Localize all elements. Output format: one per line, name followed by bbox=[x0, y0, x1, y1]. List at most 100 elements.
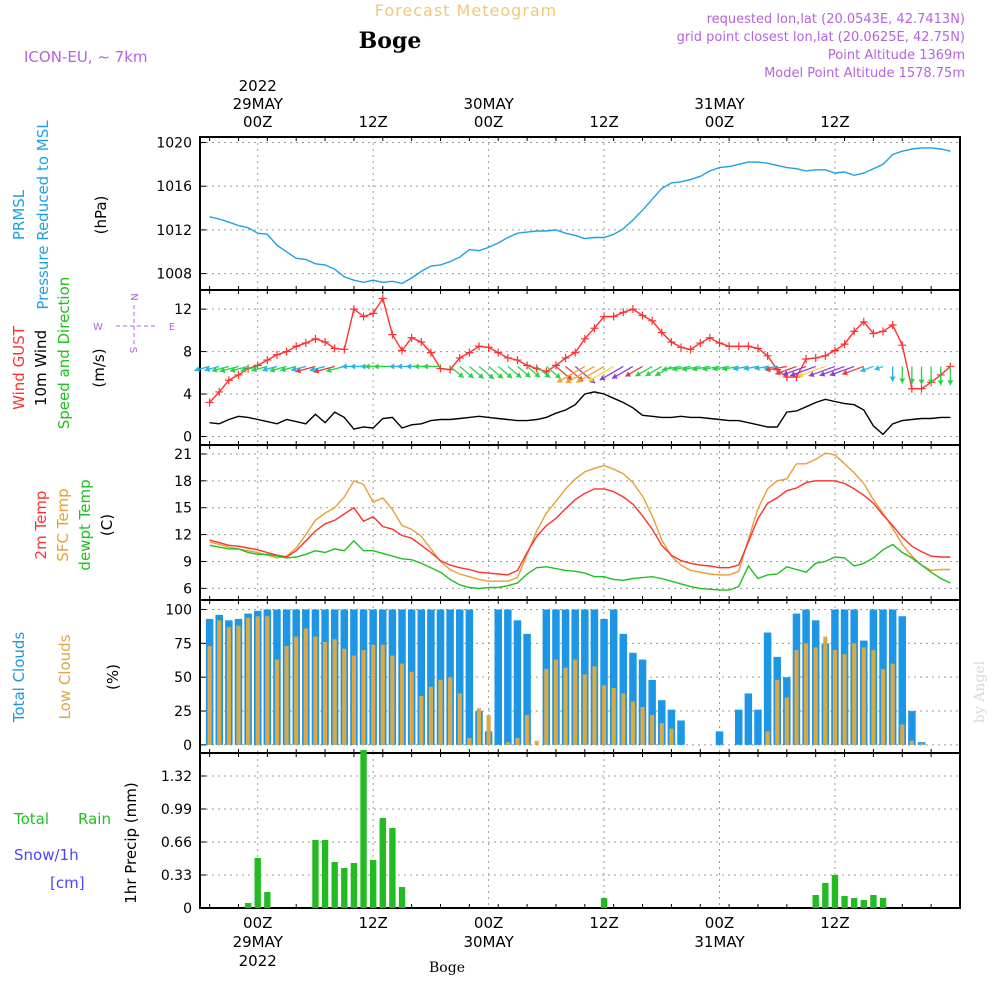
rain-bar bbox=[254, 858, 261, 908]
wind-arrow-head bbox=[280, 366, 286, 373]
wind-arrow-head bbox=[467, 372, 474, 379]
wind-arrow-head bbox=[782, 370, 789, 377]
low-cloud-bar bbox=[601, 685, 607, 745]
low-cloud-bar bbox=[255, 616, 260, 745]
gust-marker bbox=[474, 342, 483, 351]
bottom-hour-label: 00Z bbox=[705, 914, 734, 932]
compass-north: N bbox=[128, 293, 139, 300]
wind-arrow-head bbox=[524, 371, 531, 378]
wind-arrow-head bbox=[229, 367, 236, 373]
low-cloud-bar bbox=[775, 679, 780, 745]
total-cloud-bar bbox=[465, 609, 474, 745]
compass-south: S bbox=[127, 347, 138, 353]
low-cloud-bar bbox=[246, 617, 251, 745]
gust-marker bbox=[879, 327, 888, 336]
total-label: Total bbox=[13, 810, 49, 828]
pressure-tick-label: 1012 bbox=[156, 223, 192, 239]
gust-marker bbox=[917, 384, 926, 393]
wind-arrow-head bbox=[808, 371, 815, 378]
wind-arrow-head bbox=[743, 365, 750, 372]
wind-unit-label: (m/s) bbox=[90, 348, 108, 387]
gust-marker bbox=[590, 324, 599, 333]
wind-arrow-head bbox=[364, 363, 370, 370]
low-cloud-bar bbox=[534, 740, 539, 745]
wind-arrow-head bbox=[295, 367, 302, 374]
wind-speed-line bbox=[209, 391, 951, 436]
rain-bar bbox=[812, 895, 819, 908]
wind-arrow bbox=[576, 365, 605, 384]
gust-marker bbox=[311, 334, 320, 343]
low-cloud-bar bbox=[823, 636, 828, 745]
total-cloud-bar bbox=[638, 659, 647, 745]
gust-marker bbox=[888, 321, 897, 330]
gust-marker bbox=[869, 329, 878, 338]
gust-marker bbox=[407, 333, 416, 342]
gust-marker bbox=[215, 387, 224, 396]
wind-arrow-head bbox=[712, 365, 718, 372]
panels: 1008101210161020048126912151821025507510… bbox=[156, 135, 961, 917]
wind-arrow-head bbox=[819, 371, 826, 377]
gust-marker bbox=[600, 312, 609, 321]
wind-arrow-head bbox=[341, 363, 347, 370]
rain-bar bbox=[860, 900, 867, 908]
gust-marker bbox=[349, 305, 358, 314]
total-cloud-bar bbox=[667, 709, 676, 745]
low-cloud-bar bbox=[832, 650, 838, 745]
top-date-label: 31MAY bbox=[694, 95, 745, 113]
wind-arrow-head bbox=[478, 373, 484, 379]
product-title: Forecast Meteogram bbox=[375, 1, 557, 20]
wind-arrow-head bbox=[565, 377, 572, 384]
wind-arrow-head bbox=[269, 366, 276, 373]
bottom-year-label: 2022 bbox=[239, 952, 277, 970]
rain-bar bbox=[312, 840, 319, 908]
temp-tick-label: 18 bbox=[174, 474, 192, 490]
rain-bar bbox=[379, 818, 386, 908]
rain-bar bbox=[369, 860, 377, 908]
precip-axis-label: 1hr Precip (mm) bbox=[122, 782, 140, 903]
gust-marker bbox=[677, 343, 686, 352]
low-cloud-bar bbox=[640, 706, 645, 745]
low-cloud-bar bbox=[813, 647, 818, 745]
prmsl-label: PRMSL bbox=[10, 189, 28, 240]
sfc-temp-line bbox=[209, 452, 951, 582]
low-cloud-bar bbox=[313, 636, 318, 745]
low-cloud-bar bbox=[794, 650, 799, 745]
temp-2m-line bbox=[209, 480, 951, 576]
low-cloud-bar bbox=[294, 636, 299, 745]
rain-bar bbox=[331, 862, 338, 908]
precip-tick-label: 0.99 bbox=[161, 802, 192, 818]
gust-marker bbox=[580, 334, 589, 343]
rain-bar bbox=[321, 840, 329, 908]
rain-bar bbox=[264, 892, 271, 908]
wind-arrow-head bbox=[576, 377, 583, 383]
wind-arrow-head bbox=[937, 380, 944, 386]
bottom-hour-label: 12Z bbox=[358, 914, 387, 932]
top-hour-label: 00Z bbox=[474, 113, 503, 131]
wind-arrow bbox=[556, 365, 586, 384]
top-hour-label: 12Z bbox=[589, 113, 618, 131]
temp-sfc-label: SFC Temp bbox=[54, 488, 72, 561]
low-cloud-bar bbox=[650, 715, 655, 745]
gust-marker bbox=[802, 355, 811, 364]
low-cloud-bar bbox=[457, 693, 462, 745]
gridpoint-coords: grid point closest lon,lat (20.0625E, 42… bbox=[677, 30, 965, 45]
gust-marker bbox=[725, 342, 734, 351]
low-cloud-bar bbox=[361, 650, 366, 745]
rain-bar bbox=[879, 898, 887, 908]
gust-marker bbox=[272, 350, 281, 359]
gust-marker bbox=[301, 339, 310, 348]
wind-arrow-head bbox=[661, 365, 668, 372]
wind-arrow-head bbox=[928, 379, 935, 385]
compass-east: E bbox=[169, 322, 175, 333]
rain-bar bbox=[360, 750, 367, 908]
total-cloud-bar bbox=[908, 711, 916, 745]
wind-arrow-head bbox=[721, 365, 728, 372]
top-date-label: 29MAY bbox=[233, 95, 284, 113]
wind-arrow-head bbox=[240, 366, 247, 373]
low-cloud-bar bbox=[621, 693, 626, 745]
wind-arrow-head bbox=[534, 371, 541, 378]
gust-marker bbox=[455, 353, 464, 362]
total-cloud-bar bbox=[754, 709, 762, 745]
snow-label: Snow/1h bbox=[14, 846, 79, 864]
